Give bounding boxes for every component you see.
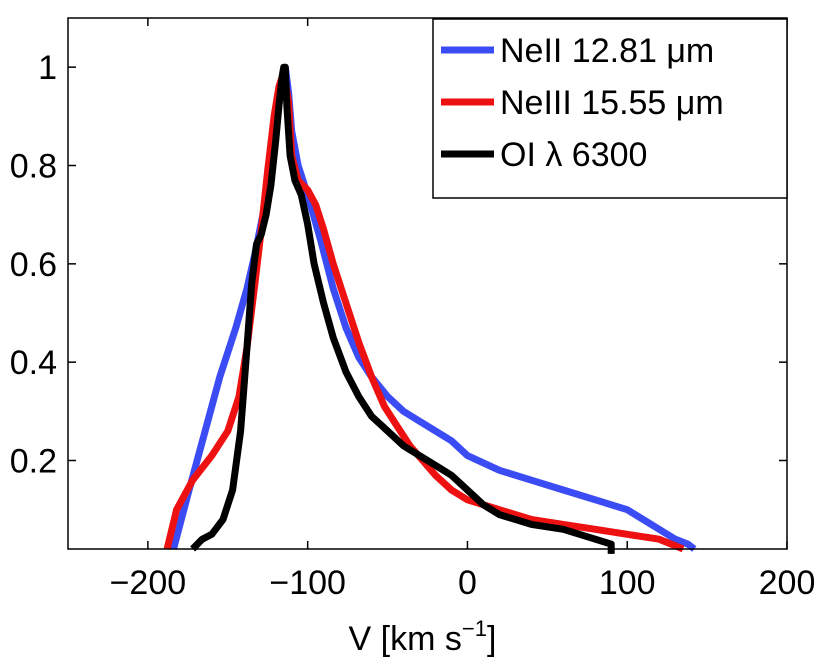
x-tick-label: 0 xyxy=(458,564,477,602)
y-tick-label: 0.6 xyxy=(10,246,57,284)
y-tick-labels: 0.2 0.4 0.6 0.8 1 xyxy=(10,49,57,480)
legend: NeII 12.81 μm NeIII 15.55 μm OI λ 6300 xyxy=(432,18,788,199)
x-tick-label: 100 xyxy=(599,564,656,602)
y-tick-label: 1 xyxy=(38,49,57,87)
x-axis-title-sup: −1 xyxy=(462,616,487,641)
series-line-2 xyxy=(190,63,615,554)
x-tick-label: 200 xyxy=(759,564,816,602)
legend-entries: NeII 12.81 μm NeIII 15.55 μm OI λ 6300 xyxy=(441,32,724,174)
y-tick-label: 0.4 xyxy=(10,344,57,382)
x-axis-title: V [km s−1] xyxy=(349,616,497,658)
plot-frame xyxy=(67,17,788,550)
series-layer xyxy=(163,63,697,554)
x-tick-label: −100 xyxy=(269,564,346,602)
legend-label-0: NeII 12.81 μm xyxy=(500,32,714,70)
legend-label-2: OI λ 6300 xyxy=(500,136,647,174)
x-axis-title-main: V [km s xyxy=(349,620,462,658)
legend-label-1: NeIII 15.55 μm xyxy=(500,84,724,122)
y-tick-label: 0.8 xyxy=(10,148,57,186)
x-axis-title-close: ] xyxy=(487,620,496,658)
x-tick-label: −200 xyxy=(110,564,187,602)
x-tick-labels: −200 −100 0 100 200 xyxy=(110,564,816,602)
y-tick-label: 0.2 xyxy=(10,443,57,481)
